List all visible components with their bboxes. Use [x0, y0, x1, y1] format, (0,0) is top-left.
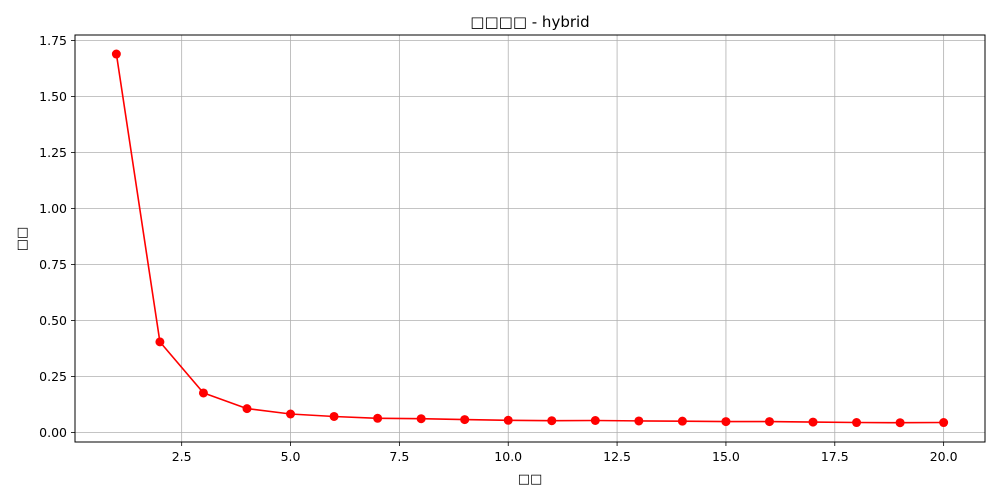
data-point: [590, 415, 600, 425]
data-point: [416, 414, 426, 424]
grid: [75, 35, 985, 442]
y-axis-title: □□: [15, 227, 30, 252]
data-point: [503, 415, 513, 425]
y-tick-label: 0.00: [39, 425, 67, 440]
data-point: [677, 416, 687, 426]
y-tick-label: 1.75: [39, 33, 67, 48]
y-tick-label: 1.50: [39, 89, 67, 104]
data-point: [634, 416, 644, 426]
series-marker-layer: [111, 49, 949, 428]
x-tick-label: 2.5: [172, 449, 192, 464]
y-axis: 0.00 0.25 0.50 0.75 1.00 1.25 1.50 1.75: [39, 33, 75, 440]
x-tick-label: 5.0: [281, 449, 301, 464]
data-point: [111, 49, 121, 59]
data-point: [155, 337, 165, 347]
y-tick-label: 0.25: [39, 369, 67, 384]
series-line-layer: [115, 53, 944, 424]
data-point: [242, 404, 252, 414]
data-point: [721, 417, 731, 427]
series-line: [115, 53, 944, 424]
data-point: [939, 418, 949, 428]
x-axis-title: □□: [518, 472, 543, 487]
y-tick-label: 0.75: [39, 257, 67, 272]
y-tick-label: 1.00: [39, 201, 67, 216]
data-point: [547, 416, 557, 426]
x-tick-label: 12.5: [603, 449, 631, 464]
data-point: [852, 418, 862, 428]
plot-area-frame: [74, 34, 986, 443]
y-tick-label: 1.25: [39, 145, 67, 160]
data-point: [329, 411, 339, 421]
data-point: [764, 417, 774, 427]
x-tick-label: 20.0: [930, 449, 958, 464]
x-axis: 2.5 5.0 7.5 10.0 12.5 15.0 17.5 20.0: [172, 442, 958, 464]
data-point: [286, 409, 296, 419]
x-tick-label: 15.0: [712, 449, 740, 464]
data-point: [198, 388, 208, 398]
data-point: [373, 413, 383, 423]
x-tick-label: 10.0: [494, 449, 522, 464]
y-tick-label: 0.50: [39, 313, 67, 328]
x-tick-label: 7.5: [389, 449, 409, 464]
data-point: [460, 415, 470, 425]
data-point: [808, 417, 818, 427]
x-tick-label: 17.5: [821, 449, 849, 464]
data-point: [895, 418, 905, 428]
chart-title: □□□□ - hybrid: [470, 13, 589, 31]
